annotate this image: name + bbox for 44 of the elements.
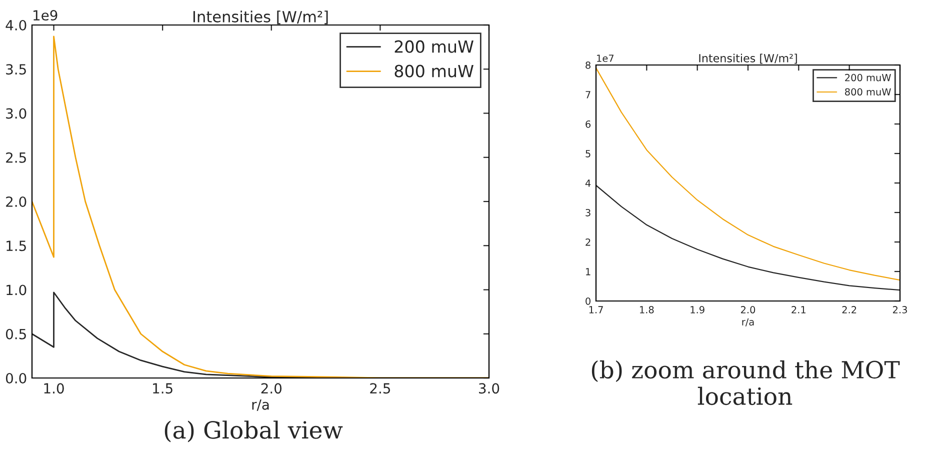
x-tick-label: 1.5 [153,383,172,394]
x-tick-label: 2.2 [842,306,856,314]
chart-title: Intensities [W/m²] [193,10,328,24]
y-tick-label: 4 [585,180,591,187]
x-tick-label: 1.0 [44,383,64,394]
line-series [596,67,900,281]
y-tick-label: 8 [586,61,590,69]
y-tick-label: 2.5 [6,152,26,163]
y-tick-label: 3.0 [6,108,26,119]
y-tick-label: 7 [586,91,590,98]
y-tick-label: 3.5 [6,64,26,75]
x-axis-title: r/a [252,400,269,411]
x-tick-label: 2.0 [740,306,756,314]
y-tick-label: 2.0 [6,196,26,207]
x-tick-label: 2.5 [370,383,390,394]
y-tick-label: 0.5 [6,328,26,340]
legend-label: 200 muW [845,74,891,82]
legend-label: 200 muW [394,40,474,53]
x-tick-label: 1.8 [640,306,654,314]
y-tick-label: 0 [586,297,590,305]
x-axis-title: r/a [742,318,754,326]
legend-label: 800 muW [845,88,891,96]
text: 1e7 [597,54,614,62]
x-tick-label: 3.0 [479,383,500,394]
y-tick-label: 3 [586,208,590,216]
y-tick-label: 0.0 [6,372,26,384]
x-tick-label: 1.7 [589,306,603,314]
text: (a) Global view [164,420,343,442]
text: (b) zoom around the MOT location [592,360,900,406]
chart-title: Intensities [W/m²] [699,54,797,64]
x-tick-label: 1.9 [690,306,704,314]
y-tick-label: 1.5 [6,240,26,252]
y-tick-label: 1 [586,268,590,276]
x-tick-label: 2.3 [892,306,907,314]
y-tick-label: 5 [586,150,590,158]
y-tick-label: 4.0 [6,20,26,30]
text: 1e9 [34,10,58,21]
x-tick-label: 2.1 [792,306,806,314]
y-tick-label: 2 [586,238,590,246]
y-tick-label: 1.0 [6,284,26,296]
y-tick-label: 6 [586,120,591,128]
x-tick-label: 2.0 [261,383,282,394]
line-series [596,184,900,291]
legend-label: 800 muW [394,64,474,78]
